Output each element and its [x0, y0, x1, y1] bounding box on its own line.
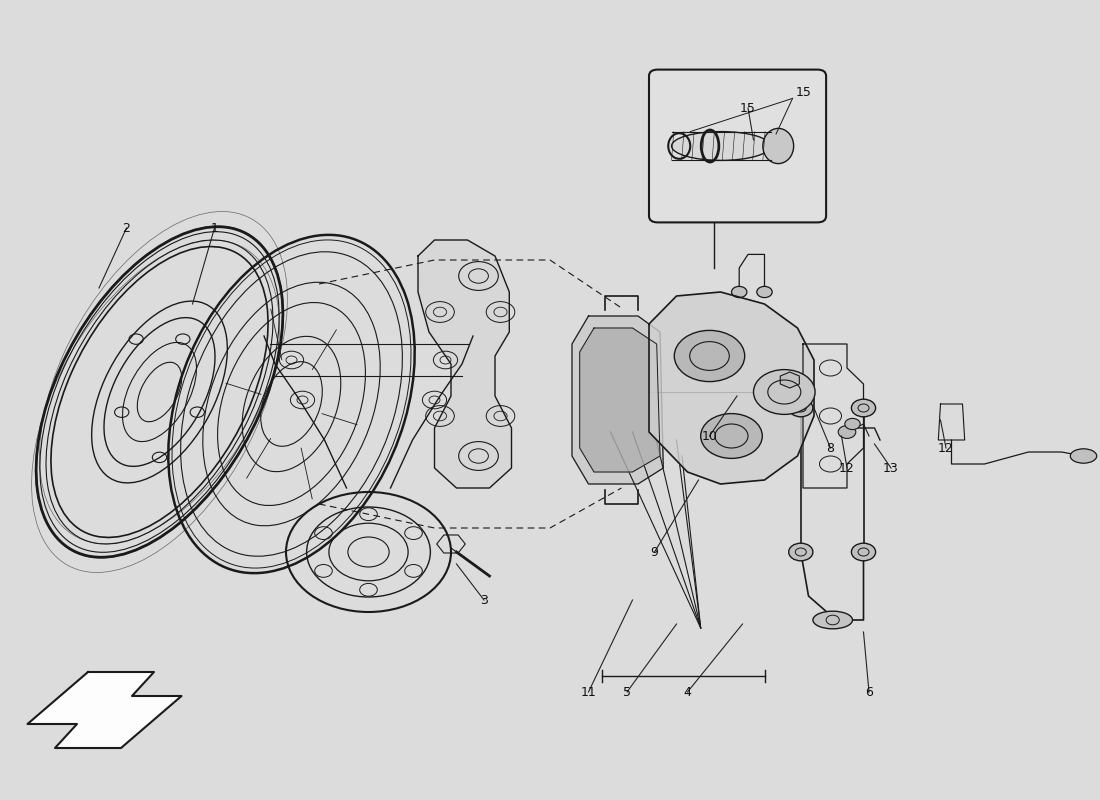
- Text: 1: 1: [210, 222, 219, 234]
- Text: 13: 13: [883, 462, 899, 474]
- Text: 9: 9: [650, 546, 659, 558]
- Text: 5: 5: [623, 686, 631, 698]
- Circle shape: [757, 286, 772, 298]
- FancyBboxPatch shape: [649, 70, 826, 222]
- Polygon shape: [28, 672, 182, 748]
- Text: 2: 2: [122, 222, 131, 234]
- Text: 15: 15: [740, 102, 756, 114]
- Polygon shape: [572, 316, 663, 484]
- Polygon shape: [649, 292, 814, 484]
- Ellipse shape: [763, 128, 794, 164]
- Circle shape: [789, 543, 813, 561]
- Ellipse shape: [671, 131, 770, 160]
- Text: 15: 15: [795, 86, 812, 98]
- Text: 12: 12: [839, 462, 855, 474]
- Polygon shape: [580, 328, 660, 472]
- Circle shape: [838, 426, 856, 438]
- Ellipse shape: [813, 611, 852, 629]
- Circle shape: [845, 418, 860, 430]
- Circle shape: [789, 399, 813, 417]
- Text: 11: 11: [581, 686, 596, 698]
- Text: 4: 4: [683, 686, 692, 698]
- Ellipse shape: [1070, 449, 1097, 463]
- Ellipse shape: [701, 414, 762, 458]
- Circle shape: [851, 399, 876, 417]
- Circle shape: [851, 543, 876, 561]
- Ellipse shape: [674, 330, 745, 382]
- Text: 3: 3: [480, 594, 488, 606]
- Text: 12: 12: [938, 442, 954, 454]
- Text: 8: 8: [826, 442, 835, 454]
- Polygon shape: [418, 240, 512, 488]
- Circle shape: [732, 286, 747, 298]
- Text: 10: 10: [702, 430, 717, 442]
- Ellipse shape: [754, 370, 815, 414]
- Text: 6: 6: [865, 686, 873, 698]
